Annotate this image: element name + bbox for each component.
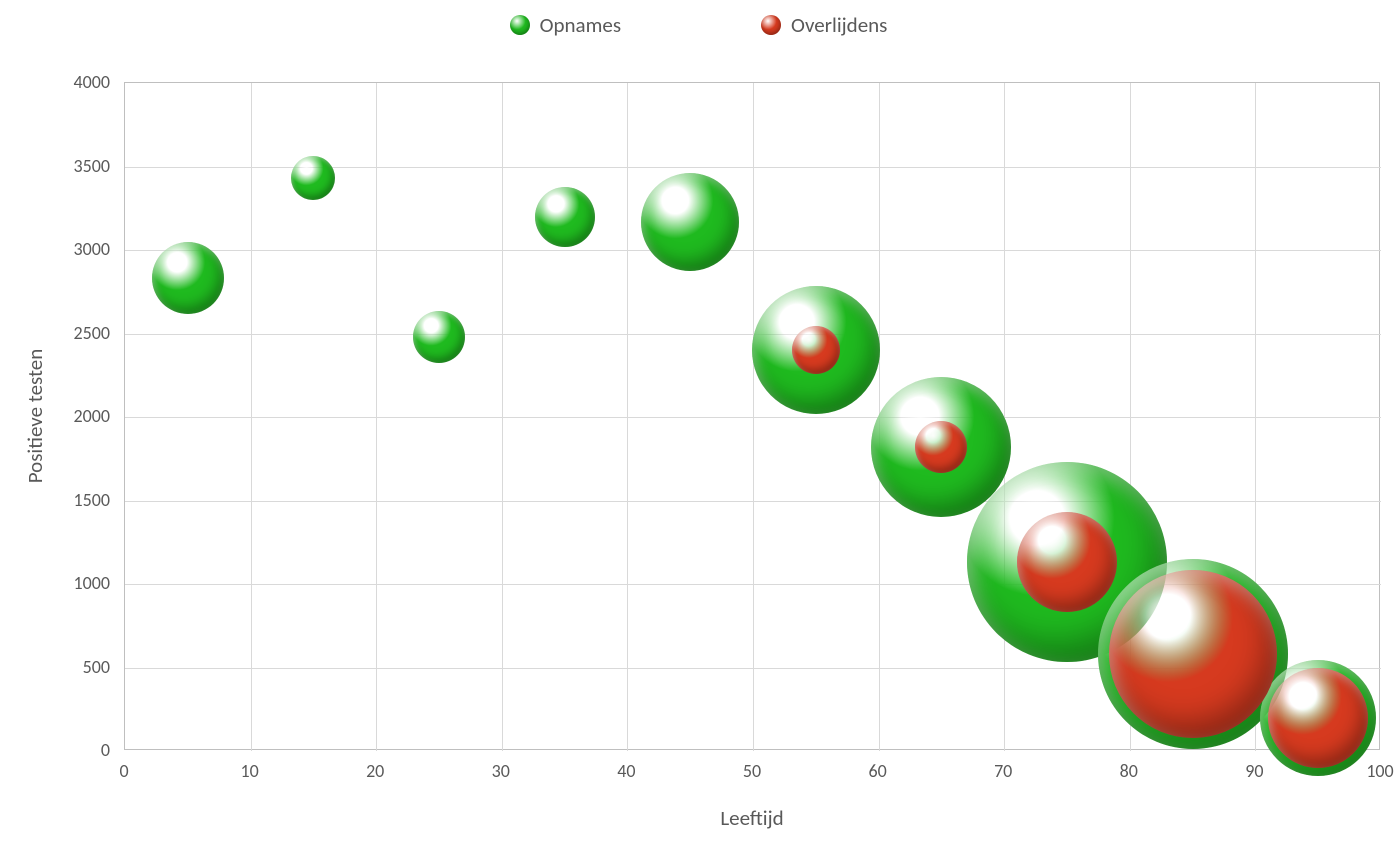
legend-dot-icon: [761, 15, 781, 35]
y-tick-label: 2000: [74, 405, 111, 427]
x-tick-label: 50: [743, 760, 761, 782]
bubble: [291, 156, 335, 200]
y-tick-label: 0: [101, 739, 110, 761]
x-axis-title: Leeftijd: [720, 805, 783, 831]
y-tick-label: 1000: [74, 572, 111, 594]
y-tick-label: 2500: [74, 322, 111, 344]
x-tick-label: 70: [994, 760, 1012, 782]
x-tick-label: 20: [366, 760, 384, 782]
bubble: [792, 326, 840, 374]
bubble: [152, 242, 224, 314]
x-tick-label: 10: [240, 760, 258, 782]
legend-label: Overlijdens: [791, 12, 887, 38]
legend-label: Opnames: [540, 12, 621, 38]
legend-dot-icon: [510, 15, 530, 35]
x-tick-label: 0: [119, 760, 128, 782]
bubble: [1017, 512, 1117, 612]
y-tick-label: 1500: [74, 489, 111, 511]
bubble: [915, 421, 967, 473]
bubble: [1109, 570, 1277, 738]
y-tick-label: 3500: [74, 155, 111, 177]
x-tick-label: 40: [617, 760, 635, 782]
y-tick-label: 4000: [74, 71, 111, 93]
bubble: [1268, 668, 1368, 768]
x-tick-label: 90: [1245, 760, 1263, 782]
y-tick-label: 3000: [74, 238, 111, 260]
legend-item: Opnames: [510, 12, 621, 38]
x-tick-label: 80: [1120, 760, 1138, 782]
bubble-chart: Opnames Overlijdens 0 10 20 30 40 50 60 70 80 90 10…: [0, 0, 1397, 852]
legend: Opnames Overlijdens: [0, 12, 1397, 38]
x-tick-label: 60: [868, 760, 886, 782]
y-axis-title: Positieve testen: [22, 349, 48, 484]
x-tick-label: 30: [492, 760, 510, 782]
y-tick-label: 500: [83, 656, 110, 678]
bubble: [535, 187, 595, 247]
gridline-horizontal: [125, 250, 1381, 251]
plot-area: [124, 82, 1380, 750]
bubble: [413, 311, 465, 363]
gridline-horizontal: [125, 417, 1381, 418]
legend-item: Overlijdens: [761, 12, 887, 38]
bubble: [641, 173, 739, 271]
gridline-horizontal: [125, 501, 1381, 502]
x-tick-label: 100: [1366, 760, 1393, 782]
